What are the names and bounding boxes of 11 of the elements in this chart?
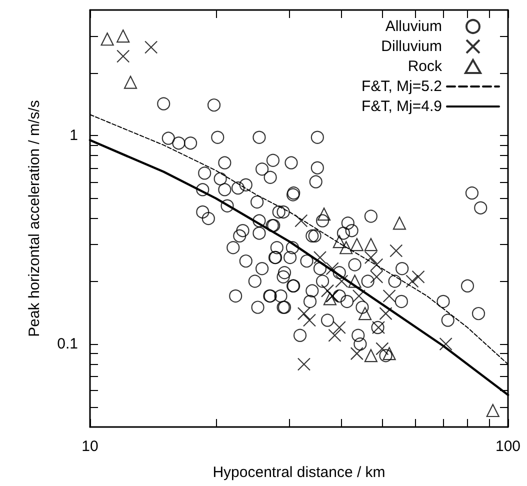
y-tick-label: 1 — [70, 127, 78, 144]
y-axis-title: Peak horizontal acceleration / m/s/s — [26, 100, 43, 337]
legend-label: Dilluvium — [381, 38, 442, 55]
legend-label: F&T, Mj=5.2 — [362, 78, 442, 95]
legend-label: Rock — [408, 58, 442, 75]
legend-label: F&T, Mj=4.9 — [362, 98, 442, 115]
x-axis-title: Hypocentral distance / km — [212, 464, 386, 481]
x-tick-label: 10 — [82, 438, 98, 455]
y-tick-label: 0.1 — [57, 336, 78, 353]
x-tick-label: 100 — [495, 438, 521, 455]
legend-label: Alluvium — [385, 18, 442, 35]
